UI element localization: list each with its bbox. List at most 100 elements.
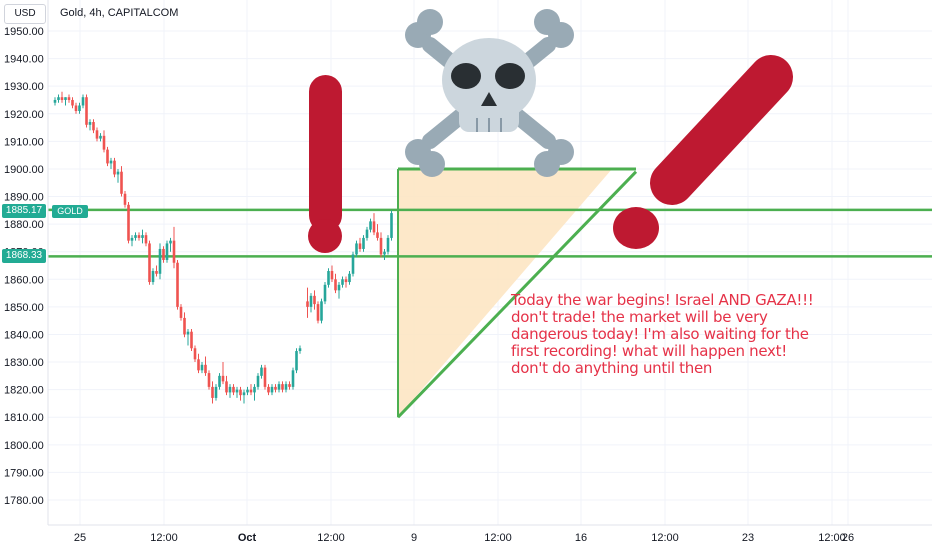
candle-body xyxy=(218,375,221,387)
candle-body xyxy=(211,386,214,398)
candle-body xyxy=(162,248,165,260)
annotation-line: don't trade! the market will be very xyxy=(511,308,768,326)
candle-body xyxy=(109,160,113,164)
candle-body xyxy=(313,295,316,305)
candle-body xyxy=(239,389,242,396)
candle-body xyxy=(169,240,172,244)
candle-body xyxy=(102,135,106,150)
candle-body xyxy=(256,375,260,387)
candle-body xyxy=(130,237,134,241)
candle-body xyxy=(358,243,362,249)
x-tick-label: 16 xyxy=(575,532,587,544)
x-tick-label: 12:00 xyxy=(818,532,846,544)
candle-body xyxy=(362,237,365,249)
candle-body xyxy=(249,389,253,393)
candle-body xyxy=(165,243,169,260)
skull-and-crossbones-icon xyxy=(405,9,574,177)
candle-body xyxy=(57,97,60,100)
candle-body xyxy=(204,364,207,374)
candle-body xyxy=(298,348,302,352)
candle-body xyxy=(186,331,190,335)
candle-body xyxy=(316,304,320,321)
x-tick-label: 9 xyxy=(411,532,417,544)
candle-body xyxy=(320,301,323,321)
y-tick-label: 1830.00 xyxy=(4,357,44,369)
candle-body xyxy=(379,237,383,255)
candle-body xyxy=(60,97,64,100)
annotation-text: Today the war begins! Israel AND GAZA!!!… xyxy=(511,292,911,377)
candle-body xyxy=(284,384,288,390)
triangle-fill xyxy=(398,168,612,418)
candle-body xyxy=(260,367,263,376)
candle-body xyxy=(246,389,249,393)
x-tick-label: 25 xyxy=(74,532,86,544)
candle-body xyxy=(348,273,351,283)
y-tick-label: 1950.00 xyxy=(4,26,44,38)
candle-body xyxy=(365,229,369,238)
candle-body xyxy=(64,97,67,100)
x-tick-label: 12:00 xyxy=(484,532,512,544)
horizontal-levels xyxy=(48,208,932,258)
candle-body xyxy=(207,373,211,387)
candle-body xyxy=(327,271,330,285)
candle-body xyxy=(190,331,193,349)
y-tick-label: 1860.00 xyxy=(4,274,44,286)
candle-body xyxy=(263,367,267,387)
chart-grid xyxy=(48,0,932,525)
candles xyxy=(53,91,393,404)
candle-body xyxy=(200,364,204,371)
candle-body xyxy=(221,375,225,382)
y-tick-label: 1940.00 xyxy=(4,54,44,66)
candle-body xyxy=(74,105,78,112)
candle-body xyxy=(78,105,81,112)
x-tick-label: Oct xyxy=(238,532,257,544)
candle-body xyxy=(158,248,162,274)
y-tick-label: 1790.00 xyxy=(4,467,44,479)
candle-body xyxy=(369,221,372,230)
candle-body xyxy=(253,386,256,393)
slash-emoji-icon xyxy=(613,55,793,249)
candle-body xyxy=(341,279,344,285)
candle-body xyxy=(235,389,239,393)
candle-body xyxy=(53,99,57,103)
price-tag-lower: 1868.33 xyxy=(2,249,46,263)
candle-body xyxy=(179,306,183,318)
candle-body xyxy=(155,271,158,274)
candle-body xyxy=(85,97,88,125)
candle-body xyxy=(376,232,379,238)
exclamation-icon xyxy=(308,75,342,253)
candle-body xyxy=(81,97,85,106)
candle-body xyxy=(242,392,246,396)
candle-body xyxy=(172,240,176,263)
y-tick-label: 1780.00 xyxy=(4,495,44,507)
candle-body xyxy=(295,351,298,371)
candle-body xyxy=(144,235,148,244)
y-tick-label: 1840.00 xyxy=(4,329,44,341)
price-tag-upper: 1885.17 xyxy=(2,204,46,218)
x-tick-label: 23 xyxy=(742,532,754,544)
candle-body xyxy=(88,122,92,125)
annotation-line: dangerous today! I'm also waiting for th… xyxy=(511,325,809,343)
candle-body xyxy=(281,384,284,390)
candle-body xyxy=(183,317,186,335)
candle-body xyxy=(390,213,393,238)
candle-body xyxy=(92,122,95,131)
candle-body xyxy=(337,284,341,291)
candle-body xyxy=(288,384,291,387)
chart-title: Gold, 4h, CAPITALCOM xyxy=(60,7,179,19)
annotation-line: first recording! what will happen next! xyxy=(511,342,787,360)
y-tick-label: 1810.00 xyxy=(4,412,44,424)
price-axis: 1950.00 1940.00 1930.00 1920.00 1910.00 1900.… xyxy=(4,0,49,525)
candle-body xyxy=(99,135,102,139)
candle-body xyxy=(306,301,309,307)
currency-button[interactable]: USD xyxy=(4,4,46,24)
triangle-diagonal-line xyxy=(396,170,638,419)
candle-body xyxy=(127,204,130,241)
candle-body xyxy=(309,295,313,307)
x-tick-label: 12:00 xyxy=(651,532,679,544)
x-tick-label: 12:00 xyxy=(317,532,345,544)
candle-body xyxy=(148,243,151,283)
y-tick-label: 1910.00 xyxy=(4,136,44,148)
